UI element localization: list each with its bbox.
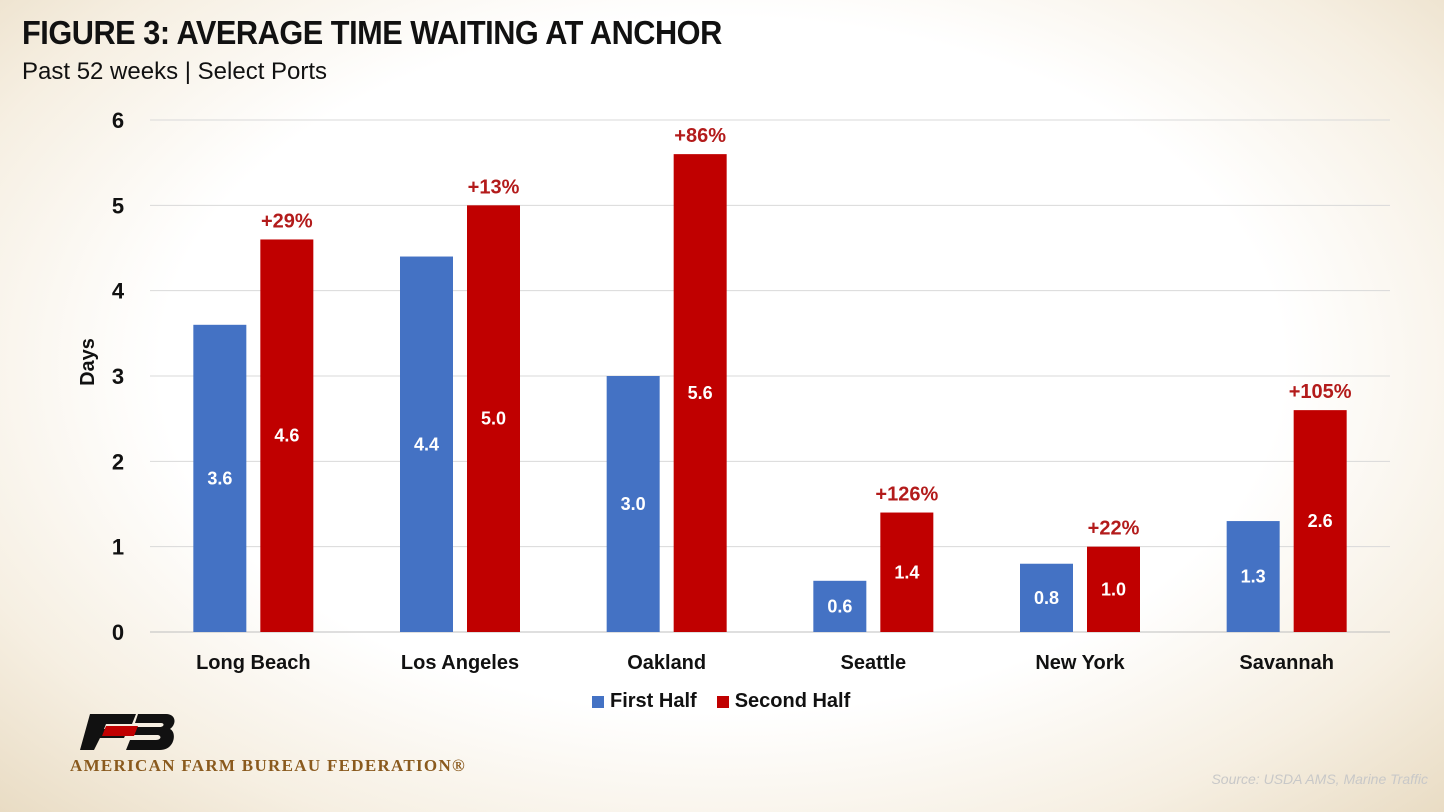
- y-tick-label: 1: [112, 535, 124, 560]
- legend-label-first-half: First Half: [610, 690, 697, 712]
- bar-value-label: 0.6: [827, 596, 852, 616]
- chart-title: FIGURE 3: AVERAGE TIME WAITING AT ANCHOR: [22, 14, 722, 51]
- labels: 0 1 2 3 4 5 6 Long Beach 3.6 4.6 +29% Los Angeles 4.…: [112, 108, 1352, 674]
- bar-first-half: [606, 376, 660, 632]
- bar-second-half: [673, 154, 727, 632]
- legend-label-second-half: Second Half: [734, 690, 851, 712]
- bar-second-half: [880, 512, 934, 632]
- bar-second-half: [1293, 410, 1347, 632]
- percent-change-label: +126%: [875, 484, 938, 506]
- y-tick-label: 5: [112, 193, 124, 218]
- bar-value-label: 5.0: [481, 409, 506, 429]
- bar-value-label: 1.0: [1101, 579, 1126, 599]
- bar-value-label: 1.3: [1241, 567, 1266, 587]
- bar-second-half: [1087, 546, 1140, 632]
- bar-second-half: [260, 239, 314, 632]
- bar-first-half: [193, 324, 247, 632]
- bar-value-label: 4.4: [414, 434, 439, 454]
- percent-change-label: +13%: [468, 176, 520, 198]
- y-tick-label: 6: [112, 108, 124, 133]
- bar-first-half: [1226, 521, 1280, 632]
- bar-first-half: [400, 256, 453, 632]
- source-note: Source: USDA AMS, Marine Traffic: [1211, 771, 1428, 787]
- percent-change-label: +29%: [261, 210, 313, 232]
- percent-change-label: +22%: [1088, 518, 1140, 540]
- chart-subtitle: Past 52 weeks | Select Ports: [22, 58, 328, 85]
- bar-value-label: 5.6: [688, 383, 713, 403]
- x-tick-label: Long Beach: [196, 652, 310, 674]
- bar-value-label: 4.6: [274, 426, 299, 446]
- legend-swatch-first-half: [592, 695, 604, 708]
- y-tick-label: 3: [112, 364, 124, 389]
- bar-first-half: [813, 580, 867, 632]
- y-tick-label: 0: [112, 620, 124, 645]
- x-tick-label: Oakland: [627, 652, 706, 674]
- bar-first-half: [1020, 563, 1073, 632]
- bar-second-half: [467, 205, 520, 633]
- percent-change-label: +86%: [674, 125, 726, 147]
- bar-value-label: 0.8: [1034, 588, 1059, 608]
- x-tick-label: Savannah: [1239, 652, 1333, 674]
- bar-value-label: 2.6: [1308, 511, 1333, 531]
- afbf-logo-icon: [80, 714, 175, 750]
- afbf-logo-text: AMERICAN FARM BUREAU FEDERATION®: [70, 756, 467, 775]
- bar-value-label: 1.4: [894, 562, 919, 582]
- legend-item-first-half: First Half: [592, 690, 697, 713]
- percent-change-label: +105%: [1289, 381, 1352, 403]
- y-axis-label: Days: [77, 338, 99, 386]
- x-tick-label: Seattle: [841, 652, 907, 674]
- x-tick-label: Los Angeles: [401, 652, 519, 674]
- gridlines: [150, 119, 1390, 633]
- bar-value-label: 3.0: [621, 494, 646, 514]
- y-tick-label: 2: [112, 449, 124, 474]
- legend-swatch-second-half: [716, 695, 729, 708]
- legend: First Half Second Half: [592, 690, 850, 713]
- bars: [193, 154, 1347, 633]
- bar-value-label: 3.6: [207, 468, 232, 488]
- y-tick-label: 4: [112, 279, 125, 304]
- x-tick-label: New York: [1035, 652, 1125, 674]
- legend-item-second-half: Second Half: [716, 690, 851, 713]
